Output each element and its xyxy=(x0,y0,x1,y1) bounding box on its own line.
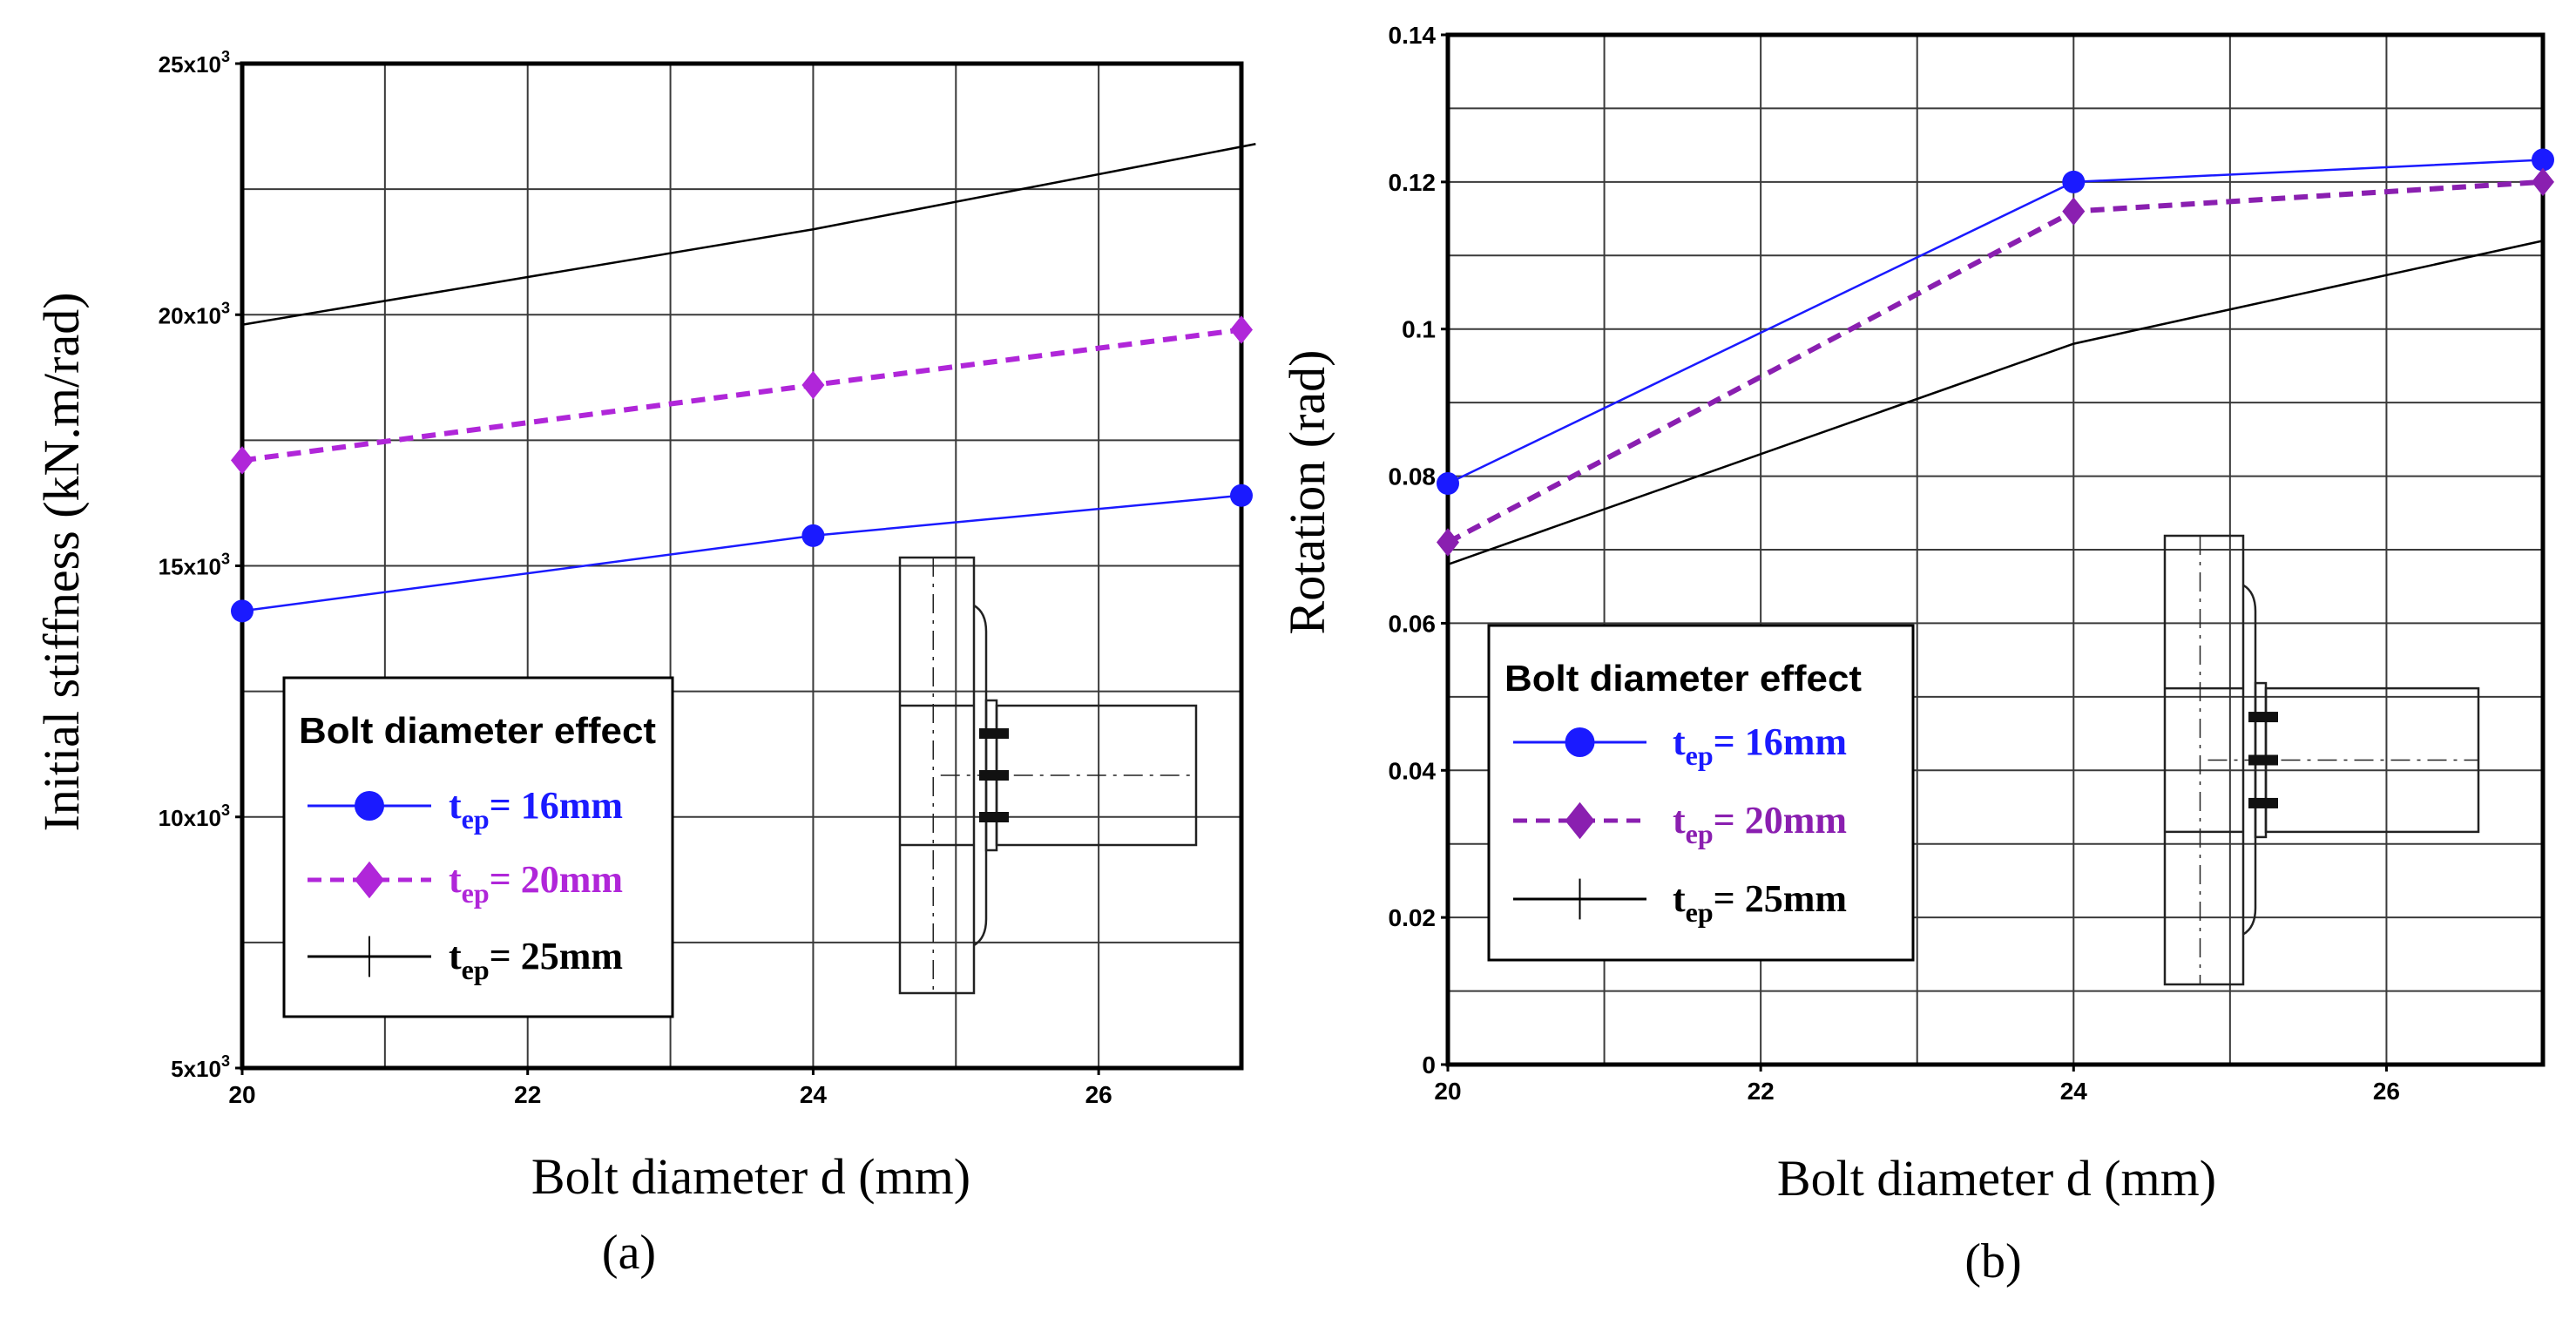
x-tick-label: 22 xyxy=(514,1081,541,1108)
y-tick-label: 10x103 xyxy=(159,801,230,831)
joint-sketch xyxy=(2163,534,2480,986)
y-tick-label: 0.14 xyxy=(1389,22,1437,49)
data-point xyxy=(2532,148,2554,172)
y-tick-label: 0.12 xyxy=(1389,169,1437,196)
legend-label: tep= 16mm xyxy=(449,784,623,835)
y-tick-label: 20x103 xyxy=(159,299,230,328)
y-tick-label: 0.06 xyxy=(1389,610,1437,637)
x-tick-label: 22 xyxy=(1748,1078,1775,1105)
y-tick-label: 0 xyxy=(1422,1051,1436,1078)
data-point xyxy=(1437,472,1459,496)
bolt-icon xyxy=(2248,712,2278,723)
x-ticks: 20 22 24 26 xyxy=(228,1068,1112,1108)
legend-swatch-marker xyxy=(1565,727,1595,757)
data-point xyxy=(2062,197,2086,226)
legend-entry-16mm: tep= 16mm xyxy=(308,784,623,835)
x-tick-label: 26 xyxy=(1085,1081,1112,1108)
legend-label: tep= 20mm xyxy=(1673,799,1847,849)
legend-entry-16mm: tep= 16mm xyxy=(1513,720,1847,771)
series-25mm xyxy=(1447,240,2544,566)
data-point xyxy=(231,599,254,623)
y-axis-label: Rotation (rad) xyxy=(1279,350,1335,635)
bolt-icon xyxy=(2248,797,2278,808)
x-axis-label: Bolt diameter d (mm) xyxy=(531,1148,970,1205)
panel-label: (b) xyxy=(1964,1234,2021,1288)
series-20mm xyxy=(231,315,1253,475)
legend-title: Bolt diameter effect xyxy=(299,710,656,751)
y-tick-label: 25x103 xyxy=(159,48,230,78)
series-line xyxy=(241,143,1256,327)
data-point xyxy=(801,524,825,547)
panel-label: (a) xyxy=(602,1226,656,1280)
legend-box xyxy=(1487,624,1915,962)
series-line xyxy=(1447,240,2544,566)
column-shape xyxy=(2163,534,2245,986)
y-ticks: 5x103 10x103 15x103 20x103 25x103 xyxy=(159,48,242,1082)
bolt-icon xyxy=(2248,754,2278,766)
series-25mm xyxy=(241,143,1256,327)
legend-swatch-marker xyxy=(355,861,384,899)
series-20mm xyxy=(1437,167,2554,557)
series-line xyxy=(241,494,1242,612)
chart-a: 5x103 10x103 15x103 20x103 25x103 20 22 24 26 Bol… xyxy=(33,48,1256,1280)
series-line xyxy=(1447,159,2544,485)
y-tick-label: 0.02 xyxy=(1389,904,1437,931)
series-line xyxy=(1446,179,2544,545)
data-point xyxy=(1230,315,1253,344)
legend-entry-25mm: tep= 25mm xyxy=(308,935,623,985)
bolt-icon xyxy=(979,812,1009,822)
legend-swatch-marker xyxy=(1565,801,1595,840)
legend-entry-25mm: tep= 25mm xyxy=(1513,877,1847,928)
data-point xyxy=(2062,170,2086,193)
series-16mm xyxy=(1437,148,2554,496)
data-point xyxy=(801,370,825,400)
x-tick-label: 24 xyxy=(800,1081,828,1108)
y-tick-label: 0.04 xyxy=(1389,757,1437,784)
x-ticks: 20 22 24 26 xyxy=(1434,1065,2400,1105)
y-ticks: 0 0.02 0.04 0.06 0.08 0.1 0.12 0.14 xyxy=(1389,22,1448,1078)
data-point xyxy=(2532,167,2554,197)
legend-entry-20mm: tep= 20mm xyxy=(1513,799,1847,849)
data-point xyxy=(1230,483,1253,507)
data-point xyxy=(1437,528,1459,557)
legend-title: Bolt diameter effect xyxy=(1504,658,1862,699)
column-shape xyxy=(898,556,976,995)
legend-swatch-marker xyxy=(355,791,384,821)
legend-label: tep= 25mm xyxy=(449,935,623,985)
chart-b: 0 0.02 0.04 0.06 0.08 0.1 0.12 0.14 20 22 24 26 Bolt… xyxy=(1279,22,2554,1288)
legend-label: tep= 20mm xyxy=(449,858,623,909)
y-tick-label: 0.1 xyxy=(1402,316,1436,343)
bolt-icon xyxy=(979,728,1009,739)
x-axis-label: Bolt diameter d (mm) xyxy=(1777,1150,2216,1207)
legend-label: tep= 25mm xyxy=(1673,877,1847,928)
legend: Bolt diameter effect tep= 16mm tep= 20mm te… xyxy=(282,676,674,1018)
y-tick-label: 15x103 xyxy=(159,551,230,580)
x-tick-label: 20 xyxy=(228,1081,255,1108)
bolt-icon xyxy=(979,770,1009,781)
legend-entry-20mm: tep= 20mm xyxy=(308,858,623,909)
series-16mm xyxy=(231,483,1253,623)
legend: Bolt diameter effect tep= 16mm tep= 20mm te… xyxy=(1487,624,1915,962)
data-point xyxy=(231,446,254,475)
legend-label: tep= 16mm xyxy=(1673,720,1847,771)
legend-box xyxy=(282,676,674,1018)
joint-sketch xyxy=(898,556,1198,995)
y-axis-label: Initial stiffness (kN.m/rad) xyxy=(33,292,90,831)
x-tick-label: 26 xyxy=(2373,1078,2400,1105)
x-tick-label: 24 xyxy=(2060,1078,2088,1105)
x-tick-label: 20 xyxy=(1434,1078,1461,1105)
y-tick-label: 5x103 xyxy=(171,1052,230,1082)
y-tick-label: 0.08 xyxy=(1389,463,1437,490)
